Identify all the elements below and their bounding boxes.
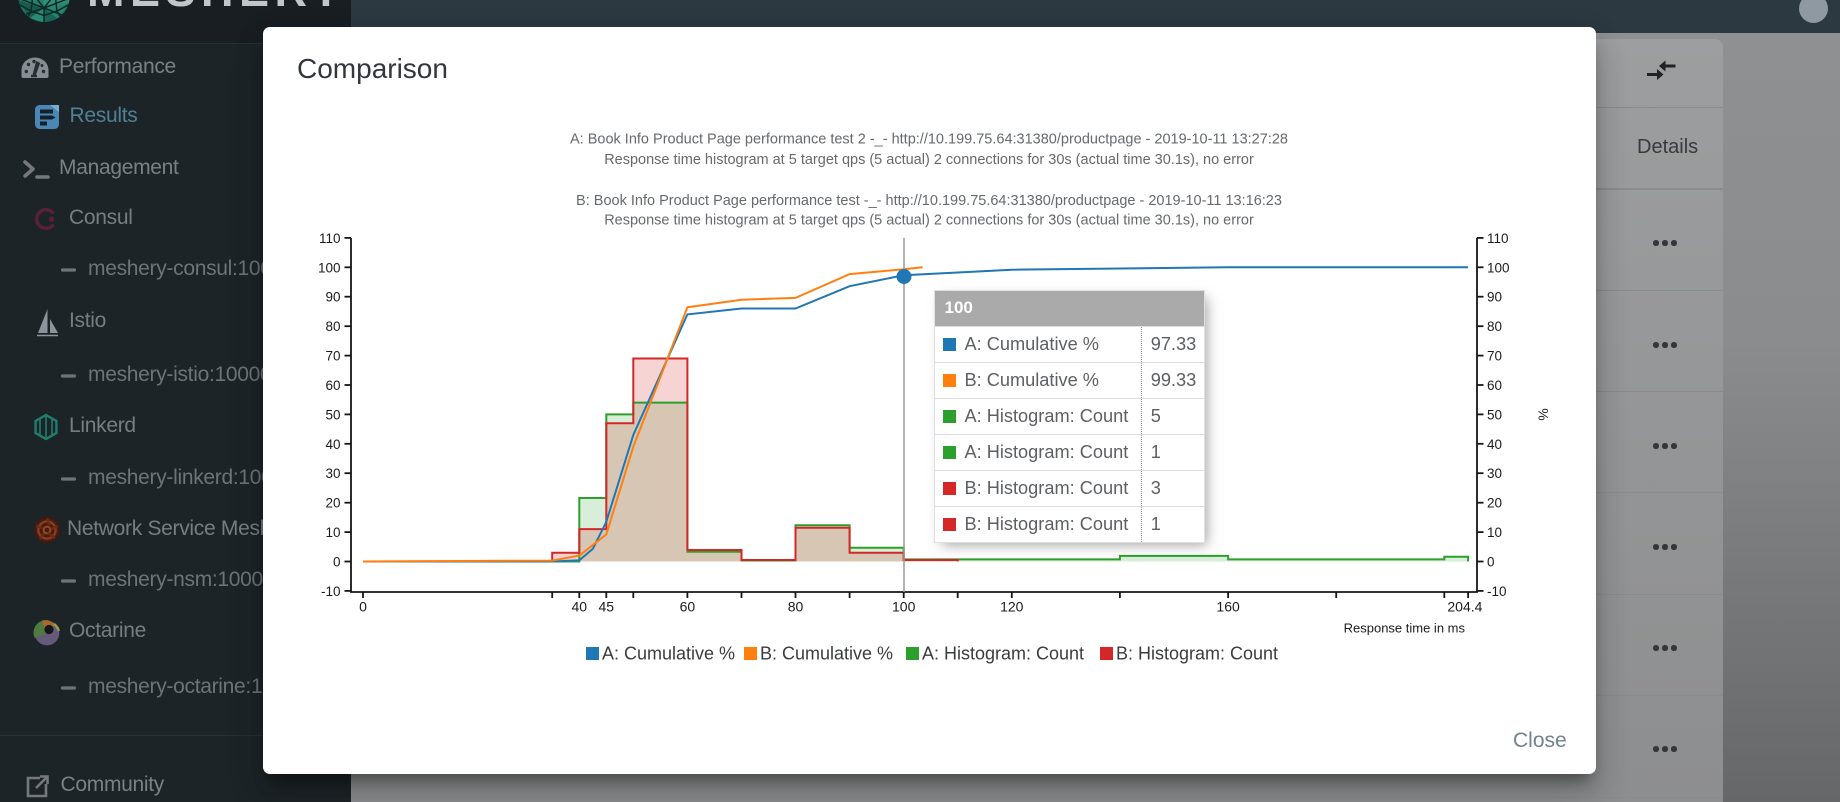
svg-text:0: 0: [359, 598, 367, 614]
svg-text:20: 20: [325, 495, 340, 510]
svg-text:90: 90: [1487, 289, 1502, 304]
svg-text:40: 40: [1487, 436, 1502, 451]
svg-text:50: 50: [1487, 407, 1502, 422]
svg-text:%: %: [1536, 408, 1552, 420]
svg-text:45: 45: [599, 598, 615, 614]
svg-text:100: 100: [1487, 260, 1510, 275]
svg-text:80: 80: [788, 598, 804, 614]
svg-text:70: 70: [1487, 348, 1502, 363]
svg-text:90: 90: [325, 289, 340, 304]
svg-text:100: 100: [892, 598, 916, 614]
svg-text:A: Book Info Product Page perf: A: Book Info Product Page performance te…: [570, 131, 1288, 147]
svg-text:Response time histogram at 5 t: Response time histogram at 5 target qps …: [604, 212, 1254, 228]
svg-text:-10: -10: [1487, 583, 1507, 598]
svg-text:80: 80: [1487, 319, 1502, 334]
svg-text:10: 10: [325, 525, 340, 540]
svg-text:204.4: 204.4: [1447, 598, 1482, 614]
svg-text:A: Histogram: Count: A: Histogram: Count: [922, 643, 1084, 663]
svg-text:Response time in ms: Response time in ms: [1344, 620, 1466, 635]
svg-text:50: 50: [325, 407, 340, 422]
svg-text:60: 60: [680, 598, 696, 614]
svg-text:40: 40: [572, 598, 588, 614]
svg-text:160: 160: [1216, 598, 1240, 614]
svg-text:20: 20: [1487, 495, 1502, 510]
svg-text:10: 10: [1487, 525, 1502, 540]
svg-text:110: 110: [1487, 230, 1509, 245]
svg-text:0: 0: [1487, 554, 1495, 569]
svg-text:B: Histogram: Count: B: Histogram: Count: [1116, 643, 1278, 663]
svg-text:80: 80: [325, 319, 340, 334]
svg-text:30: 30: [1487, 466, 1502, 481]
svg-text:60: 60: [1487, 378, 1502, 393]
svg-text:120: 120: [1000, 598, 1024, 614]
svg-text:30: 30: [325, 466, 340, 481]
svg-text:40: 40: [325, 436, 340, 451]
svg-text:110: 110: [319, 230, 341, 245]
svg-text:Response time histogram at 5 t: Response time histogram at 5 target qps …: [604, 152, 1254, 168]
svg-text:-10: -10: [321, 583, 341, 598]
svg-text:100: 100: [318, 260, 341, 275]
svg-text:A: Cumulative %: A: Cumulative %: [602, 643, 735, 663]
svg-text:B: Book Info Product Page perf: B: Book Info Product Page performance te…: [576, 192, 1282, 208]
svg-text:0: 0: [333, 554, 341, 569]
svg-text:60: 60: [325, 378, 340, 393]
svg-text:70: 70: [325, 348, 340, 363]
svg-text:B: Cumulative %: B: Cumulative %: [760, 643, 893, 663]
